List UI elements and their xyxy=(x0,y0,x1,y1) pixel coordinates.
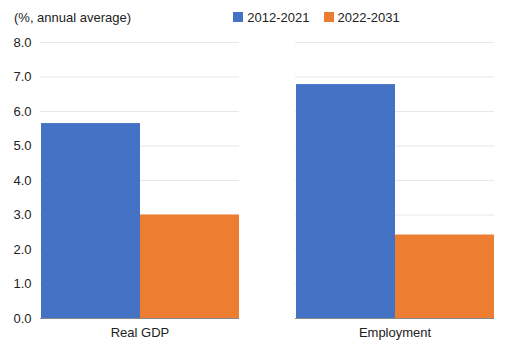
html-text:(%, annual average): (%, annual average) xyxy=(14,9,132,25)
svg-text:1.0: 1.0 xyxy=(13,276,31,291)
svg-text:8.0: 8.0 xyxy=(13,35,31,50)
svg-text:5.0: 5.0 xyxy=(13,138,31,153)
svg-text:3.0: 3.0 xyxy=(13,207,31,222)
svg-text:6.0: 6.0 xyxy=(13,104,31,119)
svg-text:7.0: 7.0 xyxy=(13,69,31,84)
svg-text:0.0: 0.0 xyxy=(13,311,31,326)
svg-text:Real GDP: Real GDP xyxy=(111,325,170,340)
svg-text:4.0: 4.0 xyxy=(13,173,31,188)
svg-text:2.0: 2.0 xyxy=(13,242,31,257)
svg-text:Employment: Employment xyxy=(359,325,432,340)
html-text:2012-2021: 2012-2021 xyxy=(247,9,310,25)
html-text:2022-2031: 2022-2031 xyxy=(337,9,400,25)
